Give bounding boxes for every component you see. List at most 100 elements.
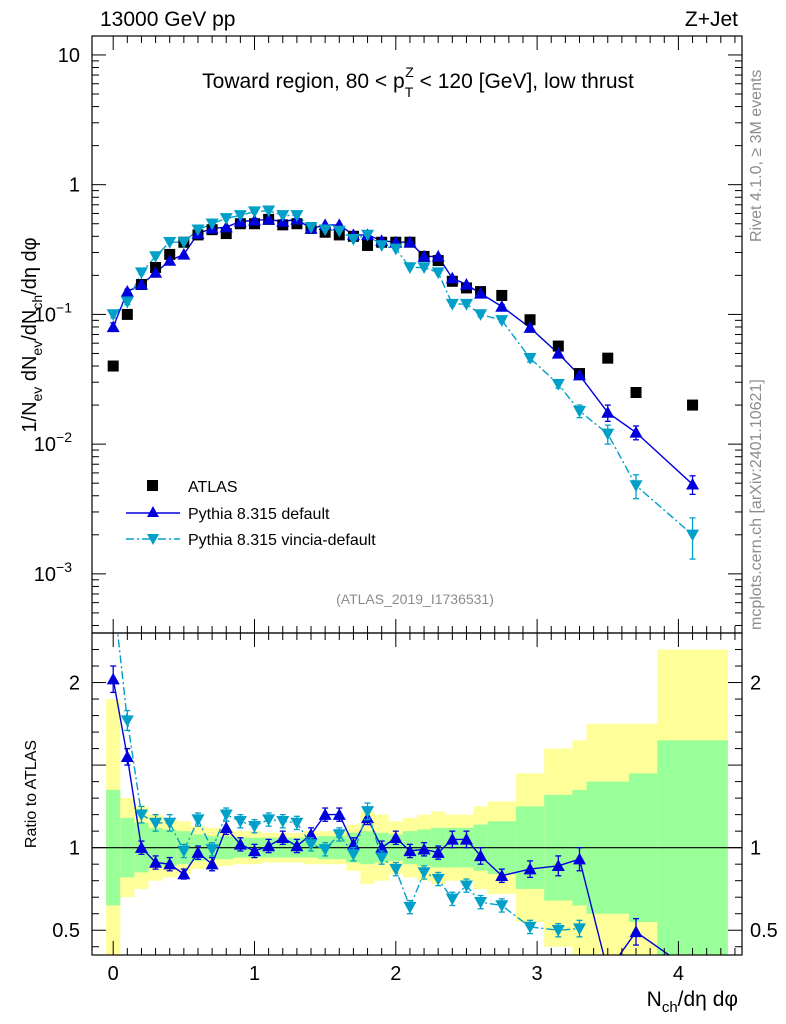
ratio-point-vincia [445,893,459,906]
ratio-point-vincia [177,845,191,858]
ratio-error-bar-default [605,963,611,980]
ratio-point-vincia [120,715,134,728]
point-vincia [551,378,565,391]
ratio-point-vincia [551,925,565,937]
point-vincia [459,298,473,311]
ratio-point-default [233,837,247,850]
point-vincia [431,267,445,280]
ratio-point-default [318,808,332,820]
ratio-point-vincia [107,587,120,599]
main-y-tick-label-base: 10 [58,45,80,67]
point-vincia [686,529,700,542]
main-y-tick-label: 10−3 [34,559,72,586]
point-vincia [361,229,375,242]
point-vincia [120,296,134,309]
main-y-tick-label-base: 1 [69,175,80,197]
data-point-atlas [121,308,133,320]
point-default [262,212,276,225]
ratio-point-vincia [248,821,261,833]
ratio-point-default [389,831,403,843]
point-vincia [205,218,219,231]
ratio-point-vincia [134,809,148,822]
ratio-point-vincia [191,814,205,827]
series-line-default [112,218,693,485]
ratio-point-vincia [474,896,488,909]
energy-label: 13000 GeV pp [100,8,235,31]
ratio-point-default [134,841,148,853]
point-vincia [106,309,120,321]
point-vincia [417,262,431,274]
point-default [149,266,163,278]
point-default [523,321,537,333]
ratio-point-default [601,965,614,977]
ratio-frame [91,632,743,956]
ratio-point-vincia [495,900,509,912]
ratio-point-default [474,849,488,862]
point-vincia [290,210,304,222]
ratio-point-default [248,844,261,857]
ratio-point-vincia [361,806,375,818]
point-default [120,285,134,297]
point-default [459,278,473,290]
legend: ATLAS Pythia 8.315 default Pythia 8.315 … [126,479,376,549]
data-point-atlas [687,399,699,411]
ratio-point-vincia [346,849,360,861]
point-default [445,271,459,284]
mcplots-label: mcplots.cern.ch [arXiv:2401.10621] [748,379,765,630]
data-point-atlas [602,352,614,364]
ratio-y-tick-label-right: 2 [750,673,761,695]
point-vincia [233,210,247,222]
ratio-error-bar-default [690,963,696,980]
ratio-point-default [459,832,473,845]
ratio-point-vincia [304,839,318,851]
point-default [106,320,120,333]
series-line-vincia [112,209,693,536]
point-vincia [523,352,537,365]
x-tick-label: 2 [390,963,401,985]
legend-label-default: Pythia 8.315 default [188,506,330,523]
legend-marker-atlas [147,480,158,491]
point-vincia [389,243,403,256]
point-vincia [177,237,191,249]
point-vincia [248,206,261,219]
point-vincia [629,480,643,492]
ratio-point-default [375,841,389,853]
point-default [629,425,643,438]
ratio-point-default [445,832,459,845]
ratio-point-vincia [318,844,332,856]
ratio-point-default [686,965,699,977]
ratio-error-bar-vincia [110,575,116,608]
main-y-tick-label-base: 10 [34,304,56,326]
main-y-tick-label: 10−2 [34,429,72,456]
ratio-point-default [276,831,290,843]
main-y-tick-label-exponent: −1 [56,299,72,315]
ratio-point-default [205,857,219,870]
ratio-point-default [346,837,360,850]
point-default [163,254,177,266]
ratio-point-default [177,867,191,880]
ratio-point-vincia [459,880,473,893]
ratio-point-vincia [332,829,346,841]
ratio-point-default [106,672,120,685]
main-y-tick-label: 10 [58,45,80,67]
plot-title: Toward region, 80 < pTZ < 120 [GeV], low… [202,64,634,100]
ratio-point-default [573,852,586,865]
ratio-point-vincia [417,867,431,879]
ratio-point-vincia [163,817,177,830]
point-vincia [474,309,488,321]
main-y-tick-label-base: 10 [34,564,56,586]
ratio-point-default [629,925,643,938]
ratio-y-tick-label: 1 [69,838,80,860]
ratio-point-vincia [219,809,233,822]
main-y-tick-label: 1 [69,175,80,197]
point-default [134,278,148,290]
x-axis-label: Nch/dη dφ [647,988,738,1016]
x-tick-label: 3 [532,963,543,985]
data-point-atlas [496,289,508,301]
point-default [219,220,233,233]
x-tick-label: 1 [249,963,260,985]
ratio-point-default [304,827,318,840]
point-default [686,477,700,490]
ratio-y-tick-label-right: 1 [750,838,761,860]
legend-label-vincia: Pythia 8.315 vincia-default [188,532,376,549]
